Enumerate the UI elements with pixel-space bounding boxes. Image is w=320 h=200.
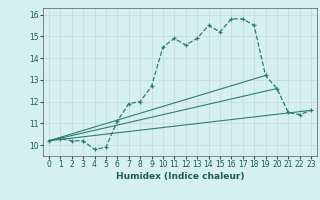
X-axis label: Humidex (Indice chaleur): Humidex (Indice chaleur) bbox=[116, 172, 244, 181]
